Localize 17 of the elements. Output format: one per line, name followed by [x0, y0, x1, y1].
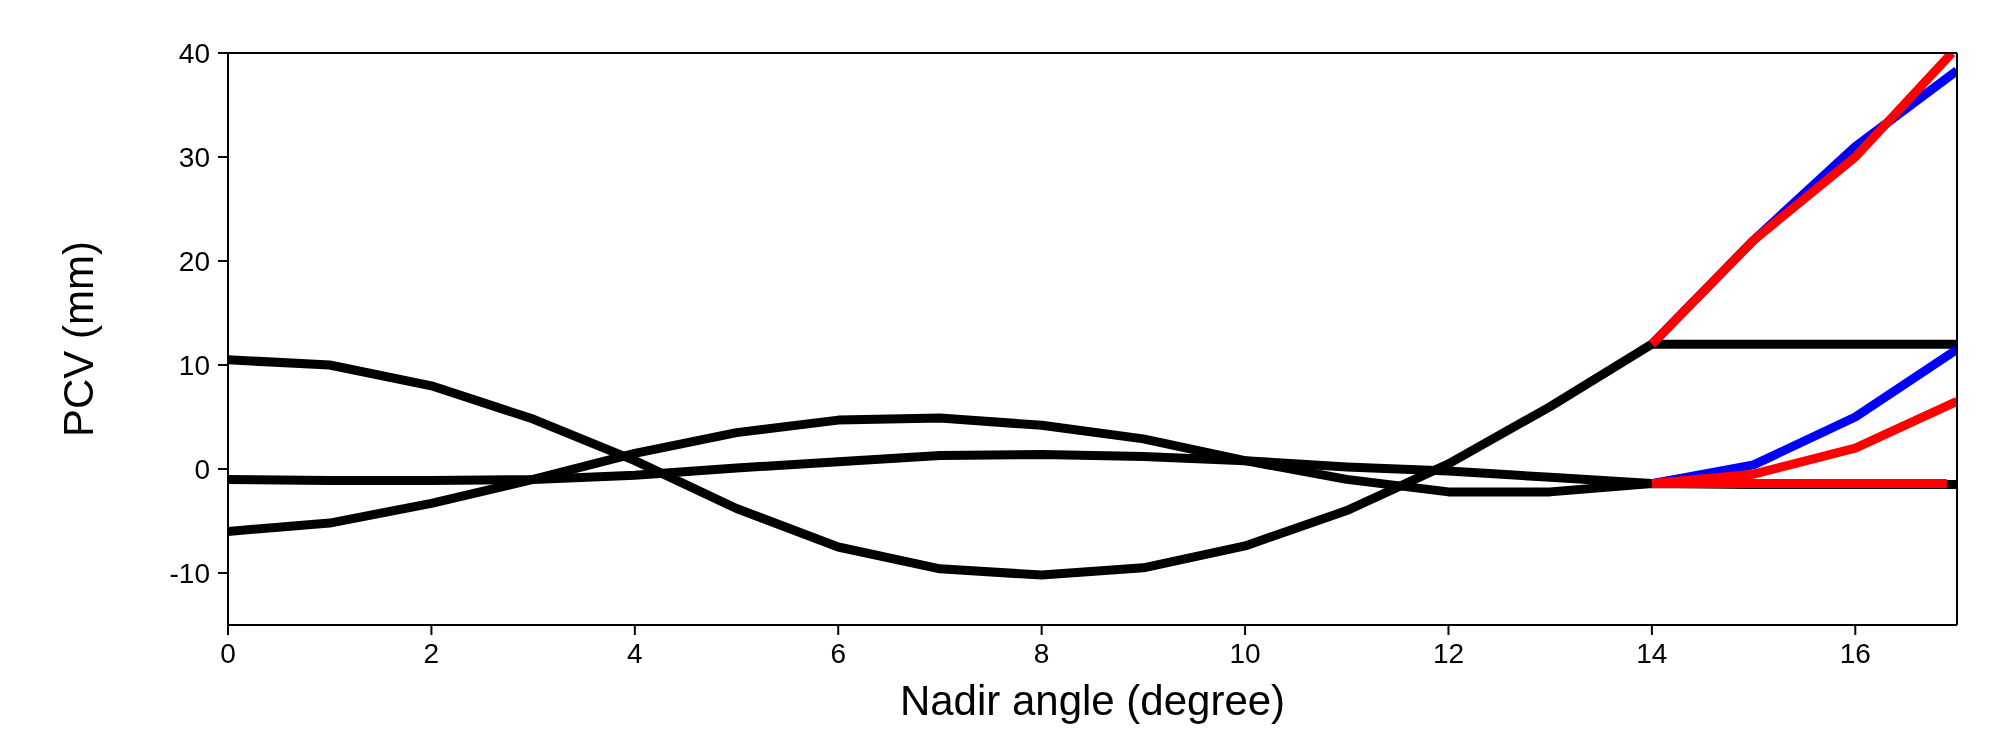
y-tick-label: 10: [178, 349, 210, 381]
y-tick-label: 0: [194, 453, 210, 485]
y-axis-title: PCV (mm): [54, 241, 102, 437]
x-tick-label: 12: [1432, 637, 1465, 669]
y-tick-label: -10: [169, 557, 210, 589]
x-tick-label: 8: [1033, 637, 1050, 669]
y-tick-label: 30: [178, 141, 210, 173]
x-tick-label: 4: [627, 637, 643, 669]
x-tick-label: 10: [1229, 637, 1261, 669]
y-tick-label: 20: [178, 245, 210, 277]
x-tick-label: 2: [423, 637, 440, 669]
x-tick-label: 0: [220, 637, 236, 669]
x-tick-label: 14: [1636, 637, 1668, 669]
y-tick-label: 40: [178, 37, 210, 69]
x-tick-label: 16: [1839, 637, 1871, 669]
x-tick-label: 6: [830, 637, 847, 669]
x-axis-title: Nadir angle (degree): [899, 677, 1286, 724]
